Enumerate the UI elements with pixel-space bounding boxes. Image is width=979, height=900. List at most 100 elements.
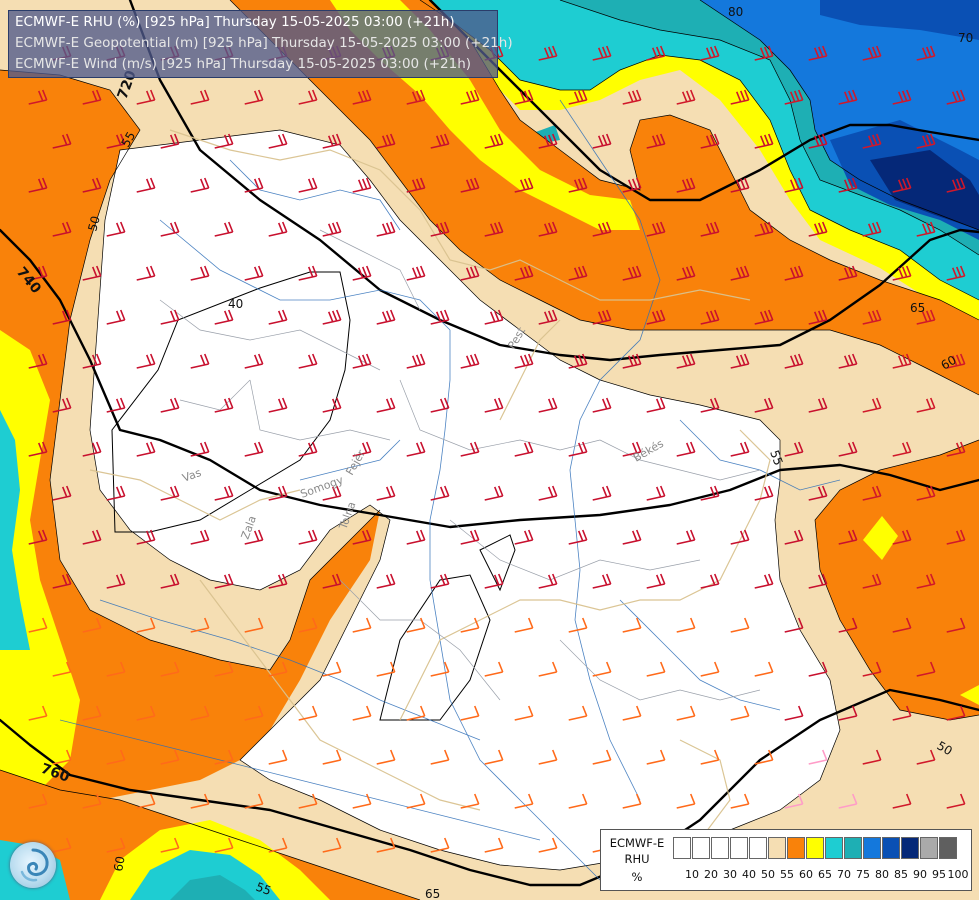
- wind-barb: [376, 221, 396, 237]
- wind-barb: [622, 441, 642, 457]
- wind-barb: [376, 397, 396, 413]
- wind-barb: [676, 177, 696, 193]
- legend-swatch: [939, 837, 957, 859]
- wind-barb: [838, 265, 858, 281]
- wind-barb: [52, 573, 72, 589]
- wind-barb: [754, 45, 774, 61]
- wind-barb: [376, 133, 396, 149]
- wind-barb: [460, 529, 480, 545]
- wind-barb: [892, 177, 912, 193]
- legend-tick: 65: [818, 868, 832, 881]
- wind-barb: [244, 265, 264, 281]
- wind-barb: [592, 309, 612, 325]
- wind-barb: [28, 265, 48, 281]
- wind-barb: [568, 89, 588, 105]
- wind-barb: [484, 397, 504, 413]
- legend-variable-label: RHU: [624, 852, 650, 866]
- wind-barb: [862, 221, 882, 237]
- wind-barb: [298, 177, 318, 193]
- wind-barb: [754, 397, 774, 413]
- wind-barb: [484, 133, 504, 149]
- wind-barb: [946, 265, 966, 281]
- wind-barb: [214, 397, 234, 413]
- wind-barb: [646, 221, 666, 237]
- wind-barb: [52, 221, 72, 237]
- wind-barb: [298, 617, 318, 633]
- rhu-label: 50: [935, 738, 955, 758]
- wind-barb: [730, 793, 750, 809]
- wind-barb: [676, 265, 696, 281]
- wind-barb: [160, 485, 180, 501]
- region-boundary-south: [379, 574, 491, 721]
- legend-tick: 80: [875, 868, 889, 881]
- swirl-icon: [20, 848, 49, 882]
- wind-barb: [730, 353, 750, 369]
- wind-barb: [700, 661, 720, 677]
- wind-barb: [754, 661, 774, 677]
- wind-barb: [406, 441, 426, 457]
- rhu-contour-60-north: [429, 0, 979, 321]
- wind-barb: [568, 441, 588, 457]
- wind-barb: [730, 265, 750, 281]
- wind-barb: [430, 573, 450, 589]
- wind-barb: [106, 661, 126, 677]
- wind-barb: [808, 133, 828, 149]
- wind-barb: [430, 133, 450, 149]
- wind-barb: [298, 89, 318, 105]
- wind-barb: [376, 749, 396, 765]
- wind-barb: [838, 617, 858, 633]
- wind-barb: [838, 529, 858, 545]
- wind-barb: [106, 133, 126, 149]
- rhu-label: 65: [910, 301, 925, 315]
- wind-barb: [838, 177, 858, 193]
- wind-barb: [244, 89, 264, 105]
- wind-barb: [322, 573, 342, 589]
- wind-barb: [700, 221, 720, 237]
- wind-barb: [298, 529, 318, 545]
- wind-barb: [136, 617, 156, 633]
- wind-barb: [862, 573, 882, 589]
- rhu-contour-70-north: [559, 0, 979, 256]
- wind-barb: [538, 133, 558, 149]
- wind-barb: [298, 705, 318, 721]
- wind-barb: [106, 573, 126, 589]
- wind-barbs: [28, 45, 966, 853]
- wind-barb: [376, 573, 396, 589]
- legend-swatch: [901, 837, 919, 859]
- wind-barb: [160, 309, 180, 325]
- wind-barb: [484, 661, 504, 677]
- wind-barb: [268, 749, 288, 765]
- wind-barb: [82, 89, 102, 105]
- wind-barb: [946, 441, 966, 457]
- wind-barb: [946, 793, 966, 809]
- wind-barb: [676, 617, 696, 633]
- rhu-band-navy-east: [870, 150, 979, 230]
- river-misc-3: [299, 439, 401, 481]
- wind-barb: [646, 309, 666, 325]
- wind-barb: [676, 793, 696, 809]
- wind-barb: [676, 353, 696, 369]
- wind-barb: [754, 221, 774, 237]
- wind-barb: [52, 309, 72, 325]
- wind-barb: [538, 309, 558, 325]
- wind-barb: [946, 705, 966, 721]
- wind-barb: [268, 133, 288, 149]
- rhu-contour-65-north: [419, 0, 979, 301]
- wind-barb: [268, 397, 288, 413]
- legend-tick: 40: [742, 868, 756, 881]
- wind-barb: [352, 177, 372, 193]
- wind-barb: [622, 265, 642, 281]
- wind-barb: [352, 441, 372, 457]
- wind-barb: [28, 529, 48, 545]
- region-boundary-center: [479, 534, 516, 592]
- wind-barb: [784, 793, 804, 809]
- wind-barb: [514, 441, 534, 457]
- wind-barb: [946, 529, 966, 545]
- wind-barb: [622, 793, 642, 809]
- wind-barb: [622, 705, 642, 721]
- river-tisza: [559, 99, 661, 801]
- wind-barb: [244, 529, 264, 545]
- wind-barb: [376, 309, 396, 325]
- wind-barb: [700, 485, 720, 501]
